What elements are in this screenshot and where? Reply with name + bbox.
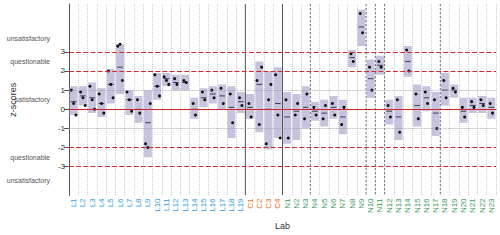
svg-text:-3: -3 [58, 162, 66, 171]
svg-text:L6: L6 [116, 198, 125, 207]
svg-text:N16: N16 [422, 198, 431, 213]
svg-text:N15: N15 [413, 198, 422, 213]
svg-text:questionable: questionable [10, 58, 50, 66]
svg-text:N14: N14 [403, 198, 412, 213]
svg-text:N13: N13 [394, 198, 403, 213]
svg-text:L17: L17 [218, 198, 227, 212]
svg-text:L8: L8 [134, 198, 143, 207]
svg-text:L3: L3 [88, 198, 97, 207]
svg-text:C1: C1 [246, 198, 255, 209]
svg-text:N19: N19 [450, 198, 459, 213]
svg-text:1: 1 [61, 86, 66, 95]
svg-text:satisfactory: satisfactory [15, 96, 51, 104]
svg-text:N5: N5 [320, 198, 329, 209]
svg-text:L2: L2 [78, 198, 87, 207]
svg-text:N6: N6 [329, 198, 338, 209]
svg-text:N10: N10 [366, 198, 375, 213]
svg-text:L16: L16 [208, 198, 217, 212]
svg-text:N1: N1 [283, 198, 292, 209]
svg-text:Lab: Lab [275, 221, 290, 231]
svg-text:N18: N18 [440, 198, 449, 213]
svg-text:N20: N20 [459, 198, 468, 213]
svg-text:L11: L11 [162, 198, 171, 211]
svg-text:N21: N21 [468, 198, 477, 213]
svg-text:L10: L10 [153, 198, 162, 212]
svg-text:N17: N17 [431, 198, 440, 213]
svg-text:L1: L1 [69, 198, 78, 207]
svg-text:N7: N7 [338, 198, 347, 209]
svg-text:C3: C3 [264, 198, 273, 209]
svg-text:N11: N11 [375, 198, 384, 213]
svg-text:L12: L12 [171, 198, 180, 212]
svg-text:-2: -2 [58, 143, 66, 152]
svg-text:L14: L14 [190, 198, 199, 212]
svg-text:L5: L5 [106, 198, 115, 207]
svg-text:N3: N3 [301, 198, 310, 209]
svg-text:L13: L13 [181, 198, 190, 212]
svg-text:z-scores: z-scores [8, 82, 18, 117]
svg-text:N4: N4 [310, 198, 319, 209]
svg-text:unsatisfactory: unsatisfactory [7, 177, 51, 185]
svg-text:C4: C4 [273, 198, 282, 209]
svg-text:L19: L19 [236, 198, 245, 212]
svg-text:3: 3 [61, 47, 66, 56]
svg-text:2: 2 [61, 66, 66, 75]
svg-text:N23: N23 [487, 198, 496, 213]
svg-text:N22: N22 [478, 198, 487, 213]
svg-text:L9: L9 [143, 198, 152, 207]
svg-text:unsatisfactory: unsatisfactory [7, 35, 51, 43]
svg-text:L18: L18 [227, 198, 236, 212]
svg-text:N12: N12 [385, 198, 394, 213]
svg-text:questionable: questionable [10, 154, 50, 162]
svg-text:N9: N9 [357, 198, 366, 209]
svg-text:N8: N8 [348, 198, 357, 209]
svg-text:0: 0 [61, 105, 66, 114]
svg-text:L15: L15 [199, 198, 208, 212]
svg-text:C2: C2 [255, 198, 264, 209]
svg-text:-1: -1 [58, 124, 66, 133]
svg-text:N2: N2 [292, 198, 301, 209]
svg-text:L4: L4 [97, 198, 106, 207]
svg-text:L7: L7 [125, 198, 134, 207]
